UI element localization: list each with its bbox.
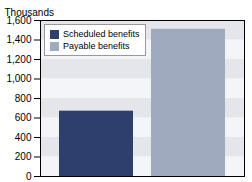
svg-text:0: 0 (26, 171, 32, 182)
html-text:Payable benefits: Payable benefits (63, 41, 130, 51)
svg-text:1,600: 1,600 (6, 14, 32, 26)
svg-text:200: 200 (15, 151, 32, 162)
html-text:Scheduled benefits: Scheduled benefits (63, 29, 140, 39)
svg-text:1,200: 1,200 (6, 54, 31, 65)
svg-text:1,000: 1,000 (6, 73, 31, 84)
svg-text:1,400: 1,400 (6, 34, 31, 45)
svg-text:400: 400 (15, 132, 32, 143)
svg-text:800: 800 (15, 93, 32, 104)
svg-text:Thousands: Thousands (5, 7, 54, 18)
svg-text:600: 600 (15, 112, 32, 123)
